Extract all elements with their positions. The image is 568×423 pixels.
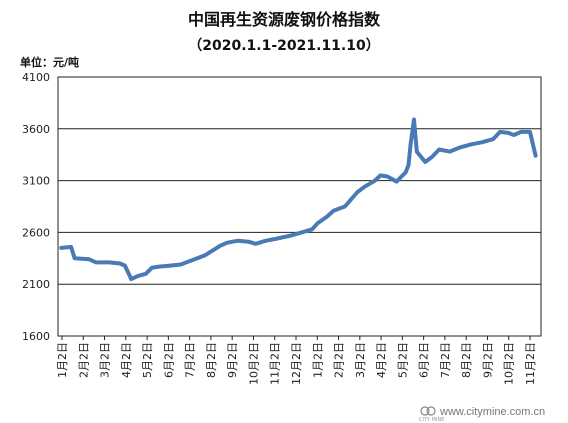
gridlines [58, 76, 541, 337]
y-tick-label: 3100 [22, 175, 50, 188]
plot-area-frame [57, 76, 542, 337]
chart-subtitle: （2020.1.1-2021.11.10） [188, 38, 379, 54]
x-tick-label: 8月2日 [205, 342, 218, 378]
x-tick-label: 6月2日 [162, 342, 175, 378]
x-tick-label: 9月2日 [481, 342, 494, 378]
chart-title: 中国再生资源废钢价格指数 [188, 10, 381, 29]
watermark-logo-text: CITY MINE [419, 417, 444, 423]
y-axis-unit-label: 单位：元/吨 [20, 55, 79, 69]
y-tick-label: 1600 [22, 330, 50, 343]
price-index-line [59, 117, 538, 281]
watermark: CITY MINE www.citymine.com.cn [419, 406, 545, 423]
x-tick-label: 5月2日 [396, 342, 409, 378]
x-tick-label: 5月2日 [141, 342, 154, 378]
x-tick-label: 7月2日 [184, 342, 197, 378]
citymine-logo-icon [420, 406, 436, 416]
x-tick-label: 10月2日 [247, 342, 260, 385]
x-tick-label: 11月2日 [269, 342, 282, 385]
x-tick-label: 6月2日 [418, 342, 431, 378]
y-tick-label: 4100 [22, 71, 50, 84]
y-tick-labels: 4100 3600 3100 2600 2100 1600 [22, 71, 50, 343]
x-tick-label: 2月2日 [333, 342, 346, 378]
x-tick-label: 7月2日 [439, 342, 452, 378]
y-tick-label: 2600 [22, 226, 50, 239]
x-tick-label: 4月2日 [375, 342, 388, 378]
x-tick-label: 1月2日 [56, 342, 69, 378]
x-tick-label: 11月2日 [524, 342, 537, 385]
x-tick-label: 2月2日 [77, 342, 90, 378]
watermark-url: www.citymine.com.cn [439, 406, 545, 418]
x-tick-labels: 1月2日 2月2日 3月2日 4月2日 5月2日 6月2日 7月2日 8月2日 9月2日 10月2… [56, 336, 537, 385]
x-tick-label: 10月2日 [503, 342, 516, 385]
x-tick-label: 3月2日 [354, 342, 367, 378]
y-tick-label: 3600 [22, 123, 50, 136]
x-tick-label: 4月2日 [120, 342, 133, 378]
x-tick-label: 9月2日 [226, 342, 239, 378]
x-tick-label: 3月2日 [99, 342, 112, 378]
y-tick-label: 2100 [22, 278, 50, 291]
x-tick-label: 1月2日 [311, 342, 324, 378]
x-tick-label: 8月2日 [460, 342, 473, 378]
x-tick-label: 12月2日 [290, 342, 303, 385]
